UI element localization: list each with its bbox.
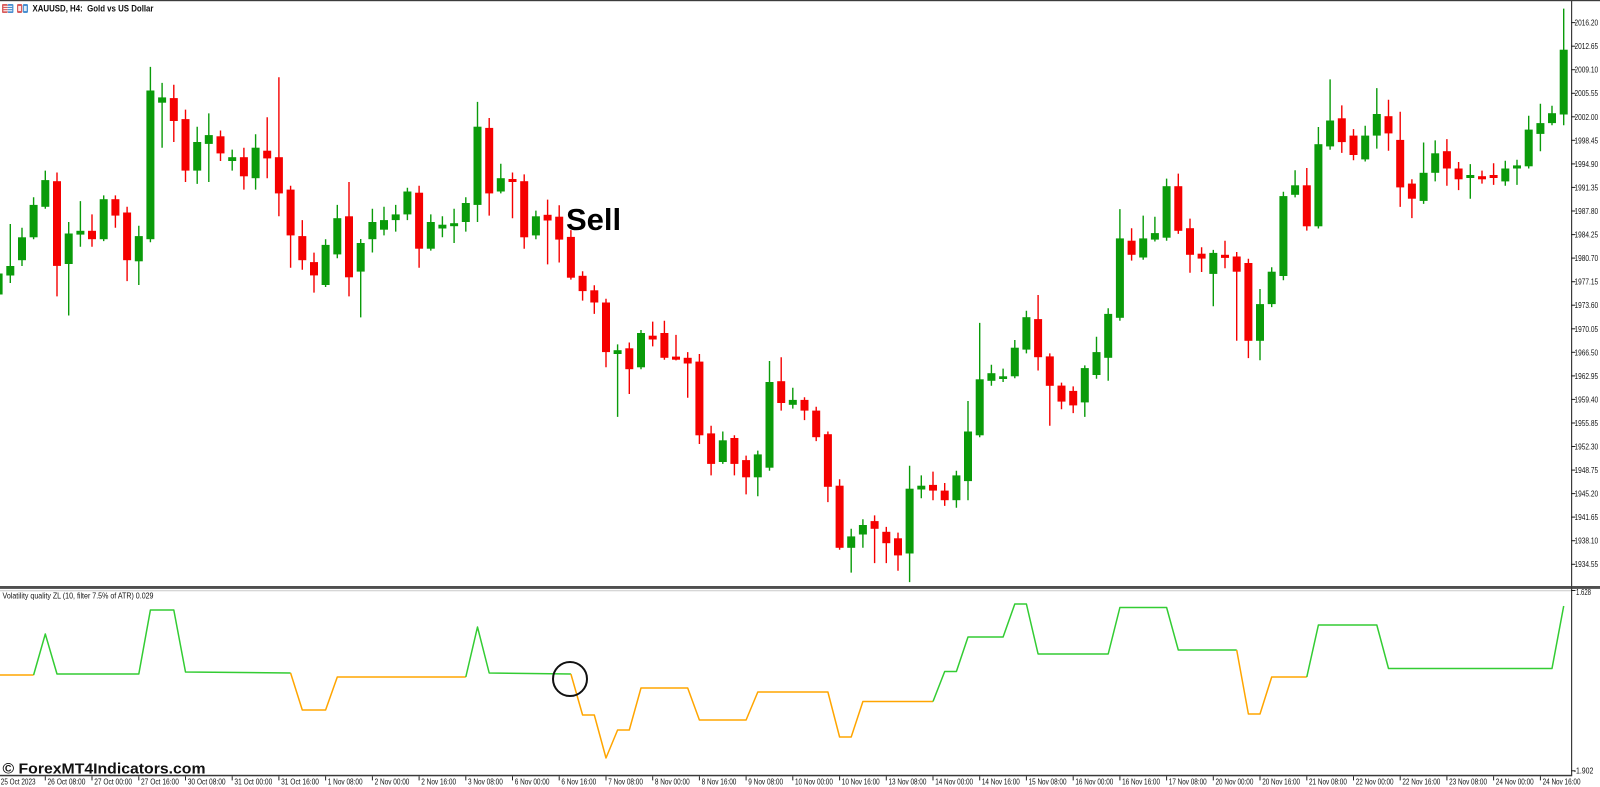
svg-text:1959.40: 1959.40 xyxy=(1575,394,1599,404)
svg-text:1966.50: 1966.50 xyxy=(1575,347,1599,357)
svg-text:10 Nov 16:00: 10 Nov 16:00 xyxy=(842,776,880,786)
svg-text:24 Nov 16:00: 24 Nov 16:00 xyxy=(1543,776,1581,786)
svg-text:2005.55: 2005.55 xyxy=(1575,88,1599,98)
svg-text:6 Nov 16:00: 6 Nov 16:00 xyxy=(561,776,596,786)
svg-text:1977.15: 1977.15 xyxy=(1575,277,1599,287)
svg-text:16 Nov 16:00: 16 Nov 16:00 xyxy=(1122,776,1160,786)
svg-text:1998.45: 1998.45 xyxy=(1575,135,1599,145)
svg-text:1952.30: 1952.30 xyxy=(1575,442,1599,452)
svg-text:1934.55: 1934.55 xyxy=(1575,559,1599,569)
svg-text:23 Nov 08:00: 23 Nov 08:00 xyxy=(1449,776,1487,786)
svg-text:1991.35: 1991.35 xyxy=(1575,182,1599,192)
svg-text:9 Nov 08:00: 9 Nov 08:00 xyxy=(748,776,783,786)
svg-text:2 Nov 16:00: 2 Nov 16:00 xyxy=(421,776,456,786)
svg-text:Volatility quality ZL (10, fil: Volatility quality ZL (10, filter 7.5% o… xyxy=(3,590,154,600)
svg-text:13 Nov 08:00: 13 Nov 08:00 xyxy=(889,776,927,786)
svg-text:20 Nov 00:00: 20 Nov 00:00 xyxy=(1216,776,1254,786)
svg-text:26 Oct 08:00: 26 Oct 08:00 xyxy=(48,776,86,786)
svg-text:22 Nov 16:00: 22 Nov 16:00 xyxy=(1402,776,1440,786)
svg-text:30 Oct 08:00: 30 Oct 08:00 xyxy=(188,776,226,786)
svg-text:1973.60: 1973.60 xyxy=(1575,300,1599,310)
svg-text:XAUUSD, H4: Gold vs US Dollar: XAUUSD, H4: Gold vs US Dollar xyxy=(33,3,154,13)
svg-text:31 Oct 16:00: 31 Oct 16:00 xyxy=(281,776,319,786)
svg-text:20 Nov 16:00: 20 Nov 16:00 xyxy=(1262,776,1300,786)
svg-text:31 Oct 00:00: 31 Oct 00:00 xyxy=(234,776,272,786)
svg-text:25 Oct 2023: 25 Oct 2023 xyxy=(1,776,36,786)
svg-text:1938.10: 1938.10 xyxy=(1575,536,1599,546)
svg-text:21 Nov 08:00: 21 Nov 08:00 xyxy=(1309,776,1347,786)
svg-text:1.628: 1.628 xyxy=(1576,587,1591,597)
svg-text:© ForexMT4Indicators.com: © ForexMT4Indicators.com xyxy=(3,761,206,777)
svg-text:1 Nov 08:00: 1 Nov 08:00 xyxy=(328,776,363,786)
svg-text:17 Nov 08:00: 17 Nov 08:00 xyxy=(1169,776,1207,786)
svg-text:27 Oct 16:00: 27 Oct 16:00 xyxy=(141,776,179,786)
svg-text:2012.65: 2012.65 xyxy=(1575,41,1599,51)
svg-text:1948.75: 1948.75 xyxy=(1575,465,1599,475)
svg-text:7 Nov 08:00: 7 Nov 08:00 xyxy=(608,776,643,786)
svg-text:10 Nov 00:00: 10 Nov 00:00 xyxy=(795,776,833,786)
svg-text:2002.00: 2002.00 xyxy=(1575,112,1599,122)
svg-text:8 Nov 16:00: 8 Nov 16:00 xyxy=(702,776,737,786)
svg-text:22 Nov 00:00: 22 Nov 00:00 xyxy=(1356,776,1394,786)
svg-text:27 Oct 00:00: 27 Oct 00:00 xyxy=(94,776,132,786)
svg-text:1941.65: 1941.65 xyxy=(1575,512,1599,522)
svg-text:16 Nov 00:00: 16 Nov 00:00 xyxy=(1075,776,1113,786)
svg-text:6 Nov 00:00: 6 Nov 00:00 xyxy=(515,776,550,786)
svg-text:2016.20: 2016.20 xyxy=(1575,18,1599,28)
svg-text:3 Nov 08:00: 3 Nov 08:00 xyxy=(468,776,503,786)
svg-text:1970.05: 1970.05 xyxy=(1575,324,1599,334)
svg-text:1955.85: 1955.85 xyxy=(1575,418,1599,428)
svg-text:Sell: Sell xyxy=(566,202,621,237)
svg-text:1945.20: 1945.20 xyxy=(1575,489,1599,499)
svg-text:1962.95: 1962.95 xyxy=(1575,371,1599,381)
svg-text:24 Nov 00:00: 24 Nov 00:00 xyxy=(1496,776,1534,786)
svg-text:8 Nov 00:00: 8 Nov 00:00 xyxy=(655,776,690,786)
svg-text:1984.25: 1984.25 xyxy=(1575,230,1599,240)
svg-text:14 Nov 00:00: 14 Nov 00:00 xyxy=(935,776,973,786)
svg-text:2 Nov 00:00: 2 Nov 00:00 xyxy=(375,776,410,786)
svg-text:1987.80: 1987.80 xyxy=(1575,206,1599,216)
svg-text:-1.902: -1.902 xyxy=(1574,766,1594,776)
svg-text:2009.10: 2009.10 xyxy=(1575,65,1599,75)
svg-text:14 Nov 16:00: 14 Nov 16:00 xyxy=(982,776,1020,786)
svg-text:15 Nov 08:00: 15 Nov 08:00 xyxy=(1029,776,1067,786)
svg-text:1994.90: 1994.90 xyxy=(1575,159,1599,169)
svg-text:1980.70: 1980.70 xyxy=(1575,253,1599,263)
